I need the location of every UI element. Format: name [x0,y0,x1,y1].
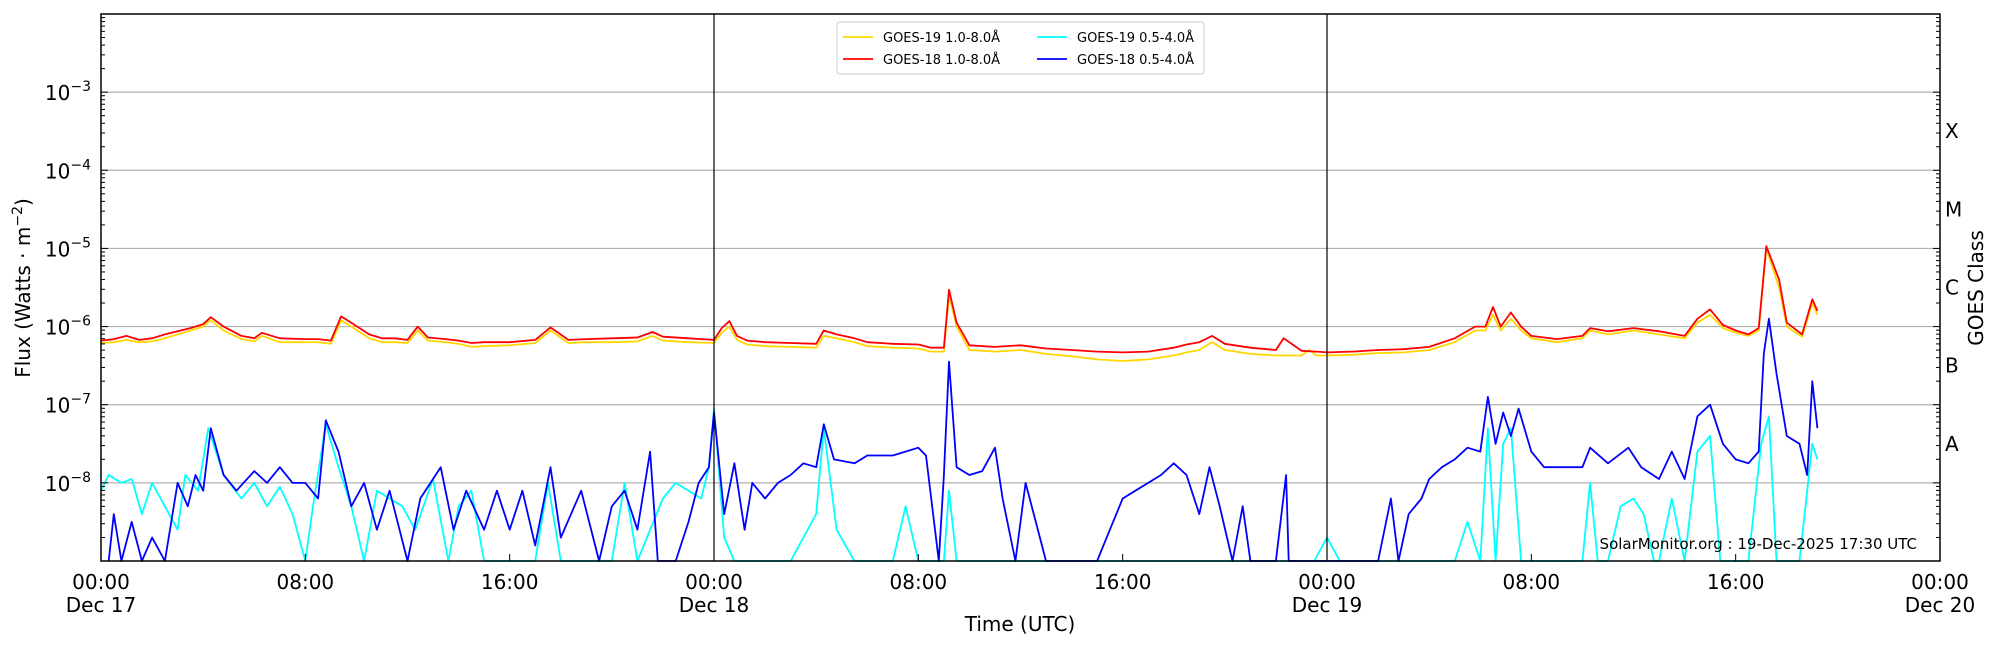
x-tick-time: 16:00 [1094,570,1152,594]
y-axis-ticks: 10−3 10−4 10−5 10−6 10−7 10−8 [45,17,1940,562]
legend-label: GOES-19 0.5-4.0Å [1077,30,1194,46]
y-tick-label: 10−6 [45,314,91,340]
x-tick-time: 08:00 [1503,570,1561,594]
goes-class-b: B [1945,354,1959,378]
timestamp-annotation: SolarMonitor.org : 19-Dec-2025 17:30 UTC [1600,535,1917,553]
legend-label: GOES-18 1.0-8.0Å [883,52,1000,68]
x-tick-time: 16:00 [481,570,539,594]
y-axis-label: Flux (Watts · m−2) [10,198,35,378]
x-axis-label: Time (UTC) [964,612,1076,636]
goes-class-a: A [1945,432,1959,456]
legend-label: GOES-18 0.5-4.0Å [1077,52,1194,68]
y-tick-label: 10−8 [45,470,91,496]
x-tick-time: 00:00 [1911,570,1969,594]
series-line [100,247,1819,362]
series-line [100,407,1819,562]
legend-box [836,21,1205,75]
y-tick-label: 10−4 [45,157,91,183]
gridlines [101,91,1940,484]
goes-class-m: M [1945,197,1962,221]
x-tick-time: 08:00 [890,570,948,594]
plot-frame [100,13,1941,562]
x-tick-time: 08:00 [277,570,335,594]
x-tick-date: Dec 18 [679,593,750,617]
x-tick-time: 00:00 [1298,570,1356,594]
y-tick-label: 10−7 [45,392,91,418]
series-line [100,245,1819,354]
legend-label: GOES-19 1.0-8.0Å [883,30,1000,46]
y-tick-label: 10−3 [45,79,91,105]
x-tick-date: Dec 20 [1905,593,1976,617]
y-tick-label: 10−5 [45,235,91,261]
goes-class-c: C [1945,276,1959,300]
x-tick-date: Dec 17 [66,593,137,617]
day-boundary-lines [713,14,1328,561]
goes-class-labels: X M C B A [1945,119,1962,456]
data-series [100,245,1819,562]
right-y-axis-label: GOES Class [1964,230,1988,346]
x-tick-time: 00:00 [685,570,743,594]
x-tick-date: Dec 19 [1292,593,1363,617]
x-tick-time: 16:00 [1707,570,1765,594]
goes-class-x: X [1945,119,1959,143]
series-line [107,317,1819,562]
legend: GOES-19 1.0-8.0Å GOES-18 1.0-8.0Å GOES-19 … [836,21,1205,75]
x-tick-time: 00:00 [72,570,130,594]
